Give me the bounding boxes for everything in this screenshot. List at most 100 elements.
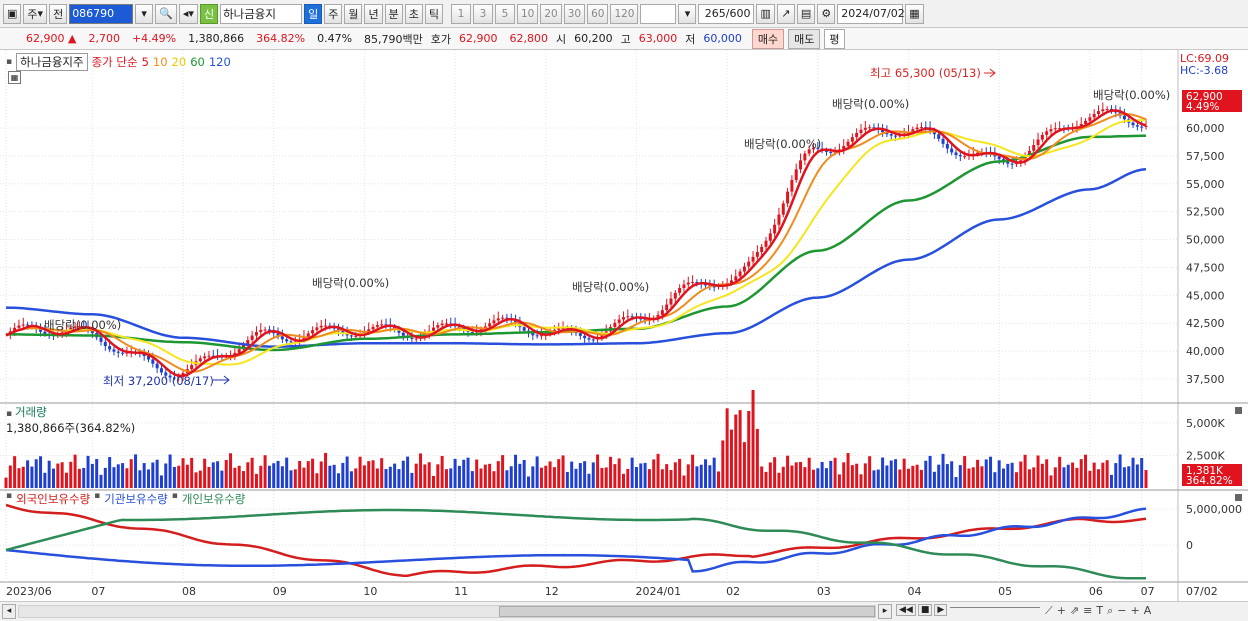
- candle-body: [954, 152, 958, 156]
- text-tool-icon[interactable]: T: [1096, 604, 1104, 617]
- interval-10-button[interactable]: 10: [516, 3, 539, 24]
- interval-dropdown-icon[interactable]: ▾: [678, 3, 697, 24]
- hc-value: HC:-3.68: [1180, 64, 1229, 77]
- volume-bar: [1014, 472, 1018, 488]
- volume-bar: [86, 455, 90, 488]
- trend-tool-icon[interactable]: ⇗: [1069, 604, 1080, 617]
- date-tick-label: 03: [817, 585, 831, 598]
- auto-scale-icon[interactable]: A: [1143, 604, 1152, 617]
- code-dropdown-icon[interactable]: ▾: [135, 3, 154, 24]
- volume-bar: [734, 414, 738, 488]
- layout-icon[interactable]: ▣: [3, 3, 22, 24]
- candle-body: [704, 283, 708, 286]
- calendar-icon[interactable]: ▦: [905, 3, 924, 24]
- volume-bar: [475, 459, 479, 488]
- play-icon[interactable]: ▶: [934, 604, 948, 616]
- interval-60-button[interactable]: 60: [587, 3, 609, 24]
- line-tool-icon[interactable]: ⟋: [1045, 604, 1053, 617]
- volume-bar: [358, 456, 362, 488]
- zoom-out-icon[interactable]: −: [1117, 604, 1127, 617]
- candle-body: [885, 132, 889, 135]
- grid-toggle-icon[interactable]: ▦: [8, 71, 21, 84]
- stop-icon[interactable]: ■: [917, 604, 933, 616]
- interval-3-button[interactable]: 3: [472, 3, 493, 24]
- period-minute-button[interactable]: 분: [384, 3, 403, 24]
- stock-code-input[interactable]: 086790: [69, 3, 134, 24]
- volume-bar: [872, 470, 876, 488]
- volume-bar: [345, 456, 349, 488]
- toolbar: ▣ 주 ▾ 전 086790 ▾ 🔍 ◂▾ 신 하나금융지 일 주 월 년 분 초…: [0, 0, 1248, 28]
- period-tick-button[interactable]: 틱: [424, 3, 443, 24]
- zoom-slider[interactable]: [950, 607, 1040, 615]
- rewind-icon[interactable]: ◀◀: [896, 604, 916, 616]
- candle-body: [656, 314, 660, 319]
- volume-bar: [1071, 462, 1075, 488]
- gear-icon[interactable]: ⚙: [817, 3, 836, 24]
- scroll-left-icon[interactable]: ◂: [2, 604, 16, 619]
- interval-5-button[interactable]: 5: [494, 3, 515, 24]
- period-month-button[interactable]: 월: [344, 3, 363, 24]
- holding-lines: [5, 503, 1147, 580]
- volume-bar: [129, 459, 133, 488]
- date-input[interactable]: 2024/07/02: [837, 3, 905, 24]
- save-icon[interactable]: ▤: [796, 3, 816, 24]
- period-second-button[interactable]: 초: [404, 3, 423, 24]
- volume-bar: [565, 471, 569, 488]
- period-day-button[interactable]: 일: [304, 3, 323, 24]
- volume-bar: [121, 463, 125, 488]
- volume-bar: [8, 465, 12, 488]
- volume-bar: [967, 468, 971, 488]
- volume-bar: [829, 460, 833, 488]
- candle-body: [824, 150, 828, 152]
- new-badge[interactable]: 신: [199, 3, 219, 24]
- scroll-right-icon[interactable]: ▸: [878, 604, 892, 619]
- volume-bar: [496, 461, 500, 488]
- speaker-icon[interactable]: ◂▾: [178, 3, 198, 24]
- volume-bar: [384, 469, 388, 488]
- sell-button[interactable]: 매도: [788, 28, 821, 49]
- volume-bar: [233, 467, 237, 488]
- candle-body: [259, 329, 263, 333]
- volume-bar: [64, 472, 68, 488]
- zoom-in-icon[interactable]: +: [1130, 604, 1140, 617]
- average-button[interactable]: 평: [824, 28, 845, 49]
- volume-bar: [190, 457, 194, 488]
- interval-30-button[interactable]: 30: [563, 3, 586, 24]
- buy-button[interactable]: 매수: [751, 28, 785, 49]
- volume-panel-maximize-icon[interactable]: [1235, 407, 1242, 414]
- interval-1-button[interactable]: 1: [450, 3, 471, 24]
- count-input[interactable]: 265/600: [698, 3, 755, 24]
- prev-stock-button[interactable]: 전: [49, 3, 68, 24]
- interval-120-button[interactable]: 120: [610, 3, 639, 24]
- scroll-thumb[interactable]: [499, 606, 875, 617]
- volume-bar: [185, 464, 189, 488]
- candle-body: [963, 156, 967, 158]
- volume-bar: [837, 474, 841, 488]
- period-week-button[interactable]: 주: [324, 3, 343, 24]
- stock-chart[interactable]: 60,000 57,500 55,000 52,500 50,000 47,500 45,0…: [0, 50, 1248, 621]
- period-minute-label: 분: [388, 7, 399, 21]
- volume-bar: [95, 458, 99, 488]
- period-tick-label: 틱: [428, 7, 439, 21]
- candle-body: [1101, 109, 1105, 112]
- volume-bar: [254, 473, 258, 488]
- volume-bar: [613, 464, 617, 488]
- crosshair-tool-icon[interactable]: +: [1056, 604, 1066, 617]
- indicator-icon[interactable]: ↗: [776, 3, 795, 24]
- interval-20-button[interactable]: 20: [540, 3, 562, 24]
- period-dropdown[interactable]: 주 ▾: [23, 3, 48, 24]
- stock-name-field[interactable]: 하나금융지: [220, 3, 303, 24]
- scroll-track[interactable]: [18, 605, 876, 618]
- candle-body: [812, 147, 815, 150]
- period-year-button[interactable]: 년: [364, 3, 383, 24]
- zoom-search-icon[interactable]: ⌕: [1107, 604, 1114, 617]
- candle-body: [492, 320, 496, 324]
- legend-stock-name[interactable]: 하나금융지주: [16, 53, 88, 71]
- fib-tool-icon[interactable]: ≡: [1083, 604, 1093, 617]
- holding-panel-maximize-icon[interactable]: [1235, 494, 1242, 501]
- candle-body: [850, 137, 854, 142]
- candle-type-icon[interactable]: ▥: [756, 3, 775, 24]
- custom-interval-input[interactable]: [640, 3, 677, 24]
- search-icon[interactable]: 🔍: [155, 3, 177, 24]
- interval-5-label: 5: [501, 7, 509, 20]
